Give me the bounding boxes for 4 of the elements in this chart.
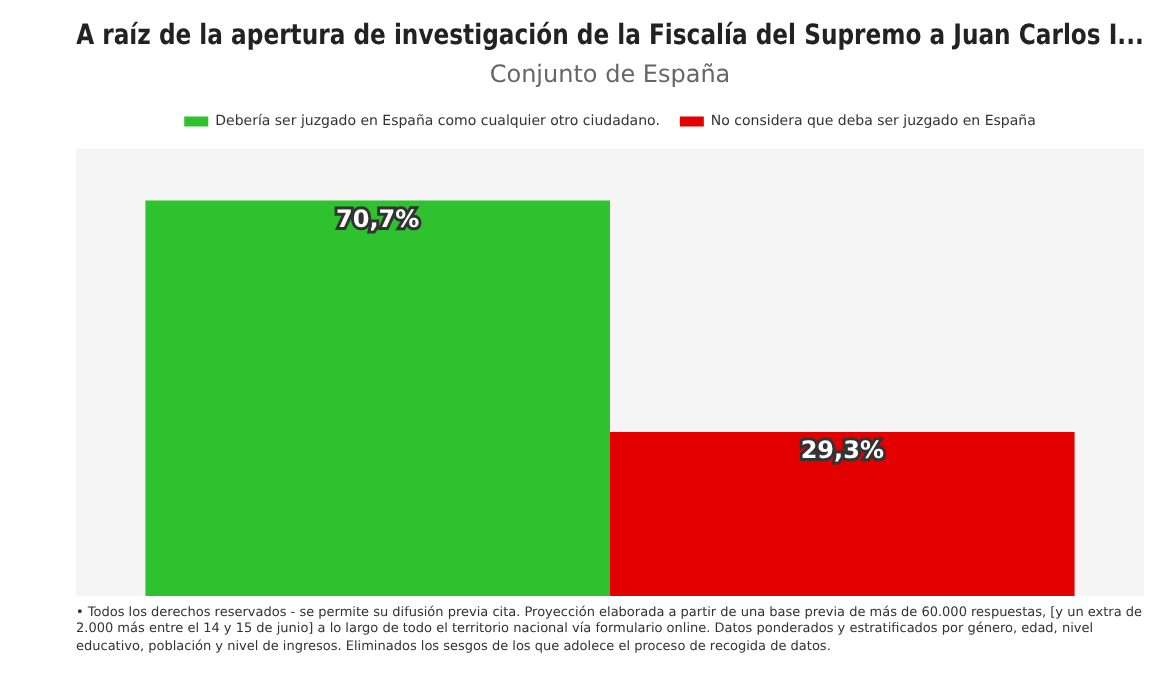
chart-title: A raíz de la apertura de investigación de la Fiscalía del Supremo a Juan Carlos I...: [76, 20, 1144, 53]
data-label: 70,7%: [336, 204, 420, 233]
chart-subtitle: Conjunto de España: [489, 60, 731, 89]
data-label: 29,3%: [800, 436, 884, 465]
